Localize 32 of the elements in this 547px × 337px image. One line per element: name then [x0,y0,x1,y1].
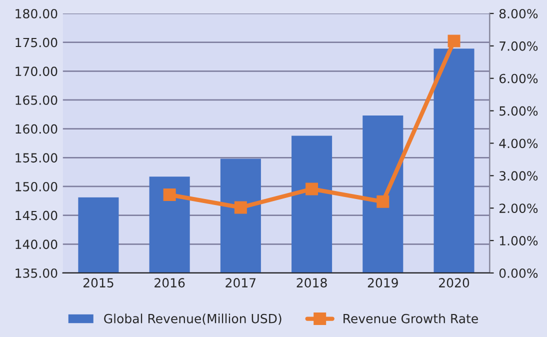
y-tick-label: 175.00 [16,38,58,48]
point [448,34,460,48]
point [306,182,318,196]
y-tick-label: 150.00 [16,182,58,192]
y-tick-label: 135.00 [16,268,58,278]
y-tick-label: 160.00 [16,124,58,134]
legend-label: Global Revenue(Million USD) [104,314,282,325]
y2-tick-label: 3.00% [500,171,538,181]
point [376,195,390,208]
y2-tick-label: 7.00% [500,41,538,51]
point [163,188,176,202]
x-tick-label: 2015 [83,278,114,288]
y2-tick-label: 8.00% [499,8,538,18]
y2-tick-label: 0.00% [499,268,538,278]
x-tick-label: 2020 [439,278,470,288]
x-tick-label: 2018 [296,278,327,288]
y2-tick-label: 4.00% [499,138,538,148]
x-tick-label: 2016 [154,278,185,288]
y2-tick-label: 5.00% [500,106,538,116]
y-tick-label: 140.00 [16,240,58,250]
y-tick-label: 170.00 [16,66,58,76]
y-tick-label: 155.00 [16,153,58,163]
y-tick-label: 180.00 [16,8,58,18]
x-tick-label: 2019 [368,278,398,288]
y2-tick-label: 1.00% [500,236,538,246]
x-tick-label: 2017 [226,278,256,288]
y-tick-label: 145.00 [16,210,58,220]
legend-label: Revenue Growth Rate [344,314,478,324]
point [234,201,247,214]
y2-tick-label: 2.00% [500,204,538,214]
y-tick-label: 165.00 [16,95,58,105]
y2-tick-label: 6.00% [499,74,538,84]
